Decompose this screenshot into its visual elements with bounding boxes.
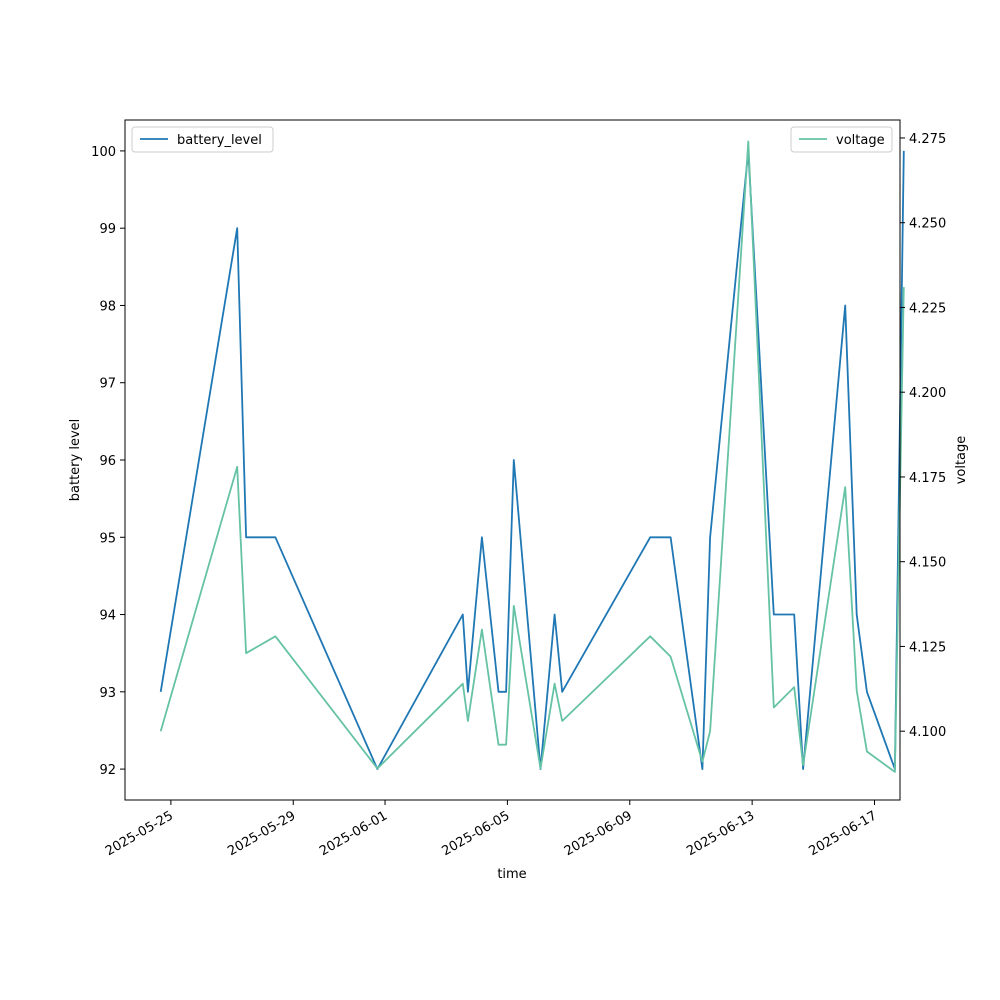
legend-label-battery-level: battery_level <box>177 133 262 148</box>
legend-battery-level: battery_level <box>131 126 274 153</box>
y-tick-label: 95 <box>99 531 116 546</box>
y2-tick-label: 4.275 <box>909 132 946 147</box>
y-tick-label: 99 <box>99 222 116 237</box>
y-tick-label: 92 <box>99 763 116 778</box>
y-tick-label: 93 <box>99 686 116 701</box>
y2-tick-label: 4.100 <box>909 725 946 740</box>
plot-area <box>159 140 905 773</box>
y2-tick-label: 4.200 <box>909 386 946 401</box>
y-tick-label: 100 <box>91 145 116 160</box>
left-y-axis-ticks: 92 93 94 95 96 97 98 99 100 <box>91 145 125 778</box>
y-tick-label: 94 <box>99 609 116 624</box>
legend-box <box>790 126 893 153</box>
y2-tick-label: 4.225 <box>909 301 946 316</box>
legend-box <box>131 126 274 153</box>
y2-tick-label: 4.150 <box>909 556 946 571</box>
legend-label-voltage: voltage <box>836 133 885 148</box>
y2-tick-label: 4.125 <box>909 640 946 655</box>
y-tick-label: 98 <box>99 299 116 314</box>
left-y-axis-title: battery level <box>68 419 83 502</box>
legend-voltage: voltage <box>790 126 893 153</box>
y-tick-label: 96 <box>99 454 116 469</box>
series-line-voltage <box>159 140 905 773</box>
right-y-axis-title: voltage <box>954 436 969 485</box>
y2-tick-label: 4.175 <box>909 471 946 486</box>
series-line-battery-level <box>159 149 905 770</box>
right-y-axis-ticks: 4.100 4.125 4.150 4.175 4.200 4.225 4.250 4.275 <box>900 132 946 740</box>
y-tick-label: 97 <box>99 377 116 392</box>
x-axis-title: time <box>497 867 526 882</box>
y2-tick-label: 4.250 <box>909 217 946 232</box>
